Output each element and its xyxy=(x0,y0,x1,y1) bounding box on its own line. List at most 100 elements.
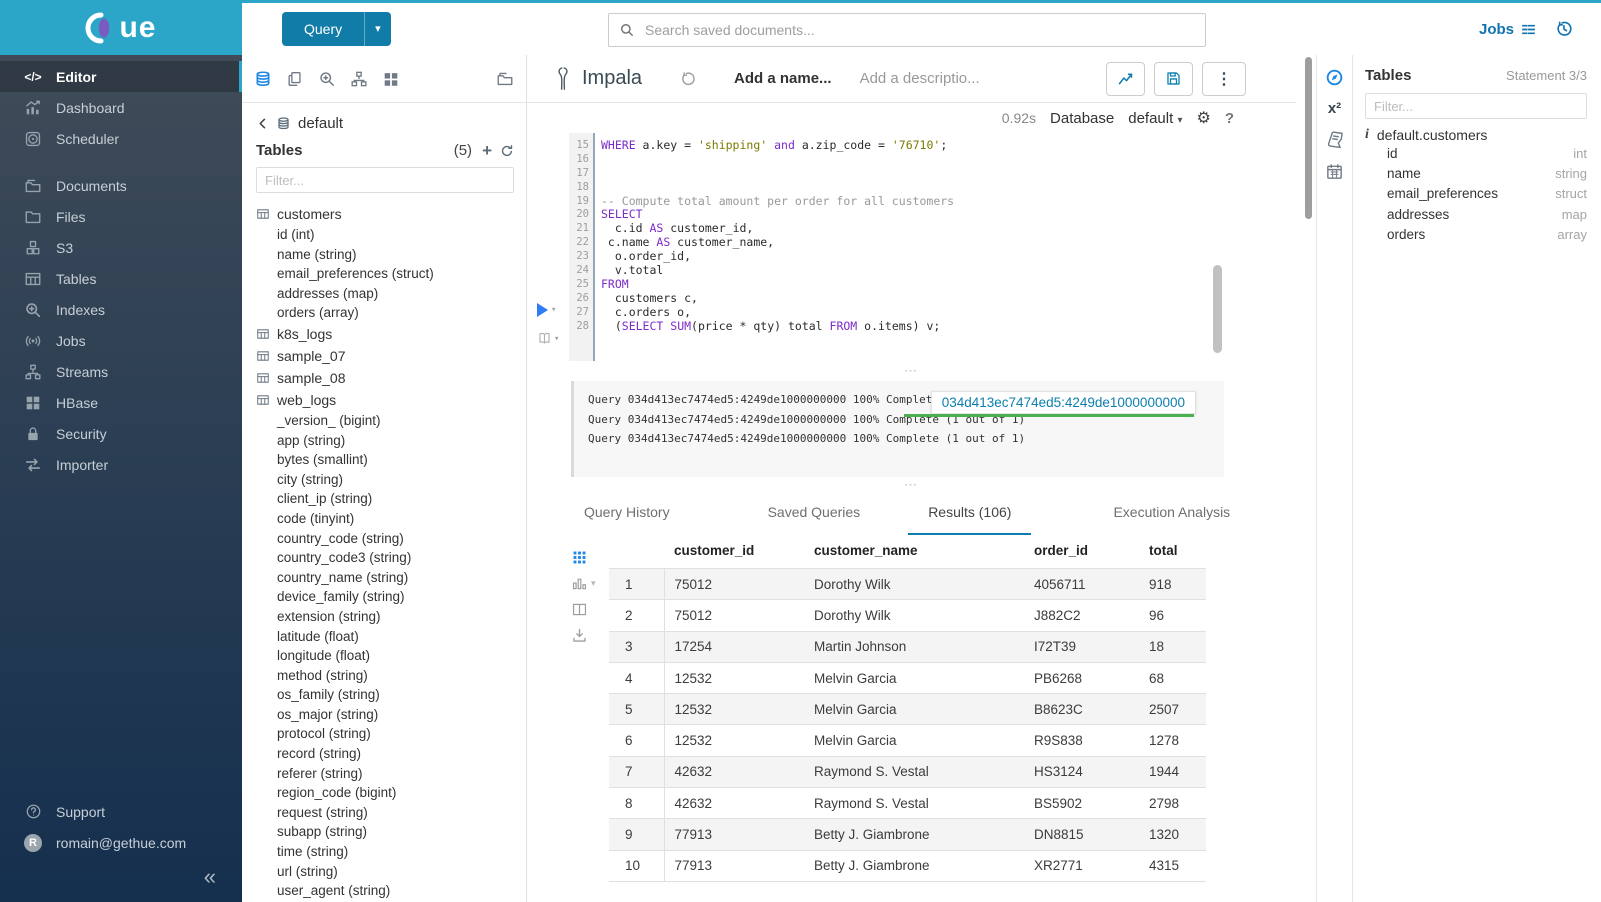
assist-column[interactable]: city (string) xyxy=(277,471,344,487)
right-panel-column-email_preferences[interactable]: email_preferences struct xyxy=(1365,184,1587,204)
sidebar-item-indexes[interactable]: Indexes xyxy=(0,294,242,325)
hue-logo[interactable]: ue xyxy=(0,0,242,55)
sql-code-editor[interactable]: ▾ ▾ 15 16 17 18 19 20 21 22 23 24 25 26 27 28 WHERE a… xyxy=(527,133,1296,361)
right-panel-column-orders[interactable]: orders array xyxy=(1365,224,1587,244)
sidebar-item-scheduler[interactable]: Scheduler xyxy=(0,123,242,154)
query-id-tooltip[interactable]: 034d413ec7474ed5:4249de1000000000 xyxy=(930,391,1196,414)
open-documents-icon[interactable] xyxy=(496,70,514,88)
save-button[interactable] xyxy=(1154,61,1193,96)
sidebar-item-hbase[interactable]: HBase xyxy=(0,387,242,418)
assist-column[interactable]: country_code (string) xyxy=(277,530,404,546)
assist-column[interactable]: protocol (string) xyxy=(277,726,371,742)
back-chevron-icon[interactable] xyxy=(256,117,269,130)
sidebar-item-documents[interactable]: Documents xyxy=(0,170,242,201)
assist-table-web_logs[interactable]: web_logs xyxy=(256,389,526,411)
documents-assist-icon[interactable] xyxy=(286,70,304,88)
query-name-field[interactable]: Add a name... xyxy=(734,70,832,87)
tab-query-history[interactable]: Query History xyxy=(584,504,670,520)
schedule-calendar-icon[interactable] xyxy=(1325,162,1344,181)
assist-column[interactable]: _version_ (bigint) xyxy=(277,412,381,428)
query-button[interactable]: Query ▾ xyxy=(282,12,391,46)
assist-column[interactable]: longitude (float) xyxy=(277,648,371,664)
assist-table-sample_07[interactable]: sample_07 xyxy=(256,345,526,367)
add-table-icon[interactable]: + xyxy=(482,141,492,160)
sidebar-item-files[interactable]: Files xyxy=(0,201,242,232)
page-scrollbar-thumb[interactable] xyxy=(1305,57,1312,219)
sidebar-item-s3[interactable]: S3 xyxy=(0,232,242,263)
assist-column[interactable]: url (string) xyxy=(277,863,338,879)
table-row[interactable]: 7 42632 Raymond S. Vestal HS3124 1944 xyxy=(609,755,1206,788)
refresh-tables-icon[interactable] xyxy=(500,144,514,158)
database-selector[interactable]: default ▾ xyxy=(1128,109,1183,127)
collapse-sidebar-icon[interactable]: « xyxy=(203,864,216,889)
assist-column[interactable]: orders (array) xyxy=(277,305,359,321)
assist-column[interactable]: code (tinyint) xyxy=(277,510,355,526)
columns-view-icon[interactable] xyxy=(571,601,609,618)
table-row[interactable]: 9 77913 Betty J. Giambrone DN8815 1320 xyxy=(609,818,1206,851)
right-panel-column-id[interactable]: id int xyxy=(1365,143,1587,163)
tab-execution-analysis[interactable]: Execution Analysis xyxy=(1113,504,1231,520)
sidebar-item-streams[interactable]: Streams xyxy=(0,356,242,387)
tab-saved-queries[interactable]: Saved Queries xyxy=(767,504,861,520)
language-reference-icon[interactable] xyxy=(1325,130,1344,149)
table-row[interactable]: 2 75012 Dorothy Wilk J882C2 96 xyxy=(609,599,1206,632)
active-table-name[interactable]: default.customers xyxy=(1376,127,1488,143)
settings-gear-icon[interactable]: ⚙ xyxy=(1196,110,1211,127)
assist-column[interactable]: addresses (map) xyxy=(277,285,379,301)
table-row[interactable]: 5 12532 Melvin Garcia B8623C 2507 xyxy=(609,693,1206,725)
assist-column[interactable]: app (string) xyxy=(277,432,346,448)
column-header-customer_id[interactable]: customer_id xyxy=(664,535,804,569)
chart-view-icon[interactable]: ▾ xyxy=(571,575,609,592)
help-icon[interactable]: ? xyxy=(1224,109,1234,127)
table-row[interactable]: 10 77913 Betty J. Giambrone XR2771 4315 xyxy=(609,849,1206,882)
column-header-total[interactable]: total xyxy=(1139,535,1206,569)
assist-column[interactable]: os_major (string) xyxy=(277,706,379,722)
sidebar-item-security[interactable]: Security xyxy=(0,418,242,449)
chart-button[interactable] xyxy=(1106,61,1145,96)
assist-column[interactable]: id (int) xyxy=(277,227,315,242)
assist-column[interactable]: request (string) xyxy=(277,804,368,820)
sidebar-item-dashboard[interactable]: Dashboard xyxy=(0,92,242,123)
assist-column[interactable]: time (string) xyxy=(277,844,349,860)
download-icon[interactable] xyxy=(571,627,609,644)
assist-column[interactable]: device_family (string) xyxy=(277,589,405,605)
right-panel-column-name[interactable]: name string xyxy=(1365,163,1587,183)
grid-view-icon[interactable] xyxy=(571,549,609,566)
execute-options-caret[interactable]: ▾ xyxy=(551,305,557,315)
query-history-icon[interactable] xyxy=(1555,20,1573,38)
sidebar-item-importer[interactable]: Importer xyxy=(0,449,242,480)
editor-scrollbar[interactable] xyxy=(1213,265,1222,353)
tab-results-106-[interactable]: Results (106) xyxy=(908,504,1032,535)
databases-source-icon[interactable] xyxy=(254,70,272,88)
editor-code-lines[interactable]: WHERE a.key = 'shipping' and a.zip_code … xyxy=(595,133,1296,361)
right-panel-column-addresses[interactable]: addresses map xyxy=(1365,204,1587,224)
assist-table-k8s_logs[interactable]: k8s_logs xyxy=(256,323,526,345)
column-header-customer_name[interactable]: customer_name xyxy=(804,535,1024,569)
assist-column[interactable]: email_preferences (struct) xyxy=(277,266,434,282)
assist-table-sample_08[interactable]: sample_08 xyxy=(256,367,526,389)
search-saved-documents[interactable] xyxy=(608,13,1206,47)
assist-column[interactable]: method (string) xyxy=(277,667,368,683)
execute-button[interactable]: ▾ xyxy=(537,303,567,317)
assist-column[interactable]: user_agent (string) xyxy=(277,883,391,899)
assist-column[interactable]: latitude (float) xyxy=(277,628,359,644)
functions-icon[interactable]: x² xyxy=(1327,100,1342,117)
assist-column[interactable]: country_code3 (string) xyxy=(277,550,412,566)
assist-column[interactable]: record (string) xyxy=(277,746,362,762)
info-icon[interactable]: i xyxy=(1365,127,1369,142)
current-database[interactable]: default xyxy=(298,115,344,132)
sidebar-item-user[interactable]: R romain@gethue.com xyxy=(0,827,242,858)
sidebar-item-jobs[interactable]: Jobs xyxy=(0,325,242,356)
assist-column[interactable]: country_name (string) xyxy=(277,569,409,585)
results-splitter-handle[interactable]: ⋯ xyxy=(904,477,919,492)
sitemap-icon[interactable] xyxy=(350,70,368,88)
table-row[interactable]: 8 42632 Raymond S. Vestal BS5902 2798 xyxy=(609,787,1206,819)
assistant-compass-icon[interactable] xyxy=(1325,68,1344,87)
assist-column[interactable]: name (string) xyxy=(277,246,357,262)
query-description-field[interactable]: Add a descriptio... xyxy=(859,70,980,87)
table-row[interactable]: 6 12532 Melvin Garcia R9S838 1278 xyxy=(609,724,1206,757)
page-scrollbar[interactable] xyxy=(1296,55,1316,902)
assist-column[interactable]: client_ip (string) xyxy=(277,491,373,507)
table-row[interactable]: 3 17254 Martin Johnson I72T39 18 xyxy=(609,630,1206,663)
sidebar-item-editor[interactable]: </> Editor xyxy=(0,61,242,92)
